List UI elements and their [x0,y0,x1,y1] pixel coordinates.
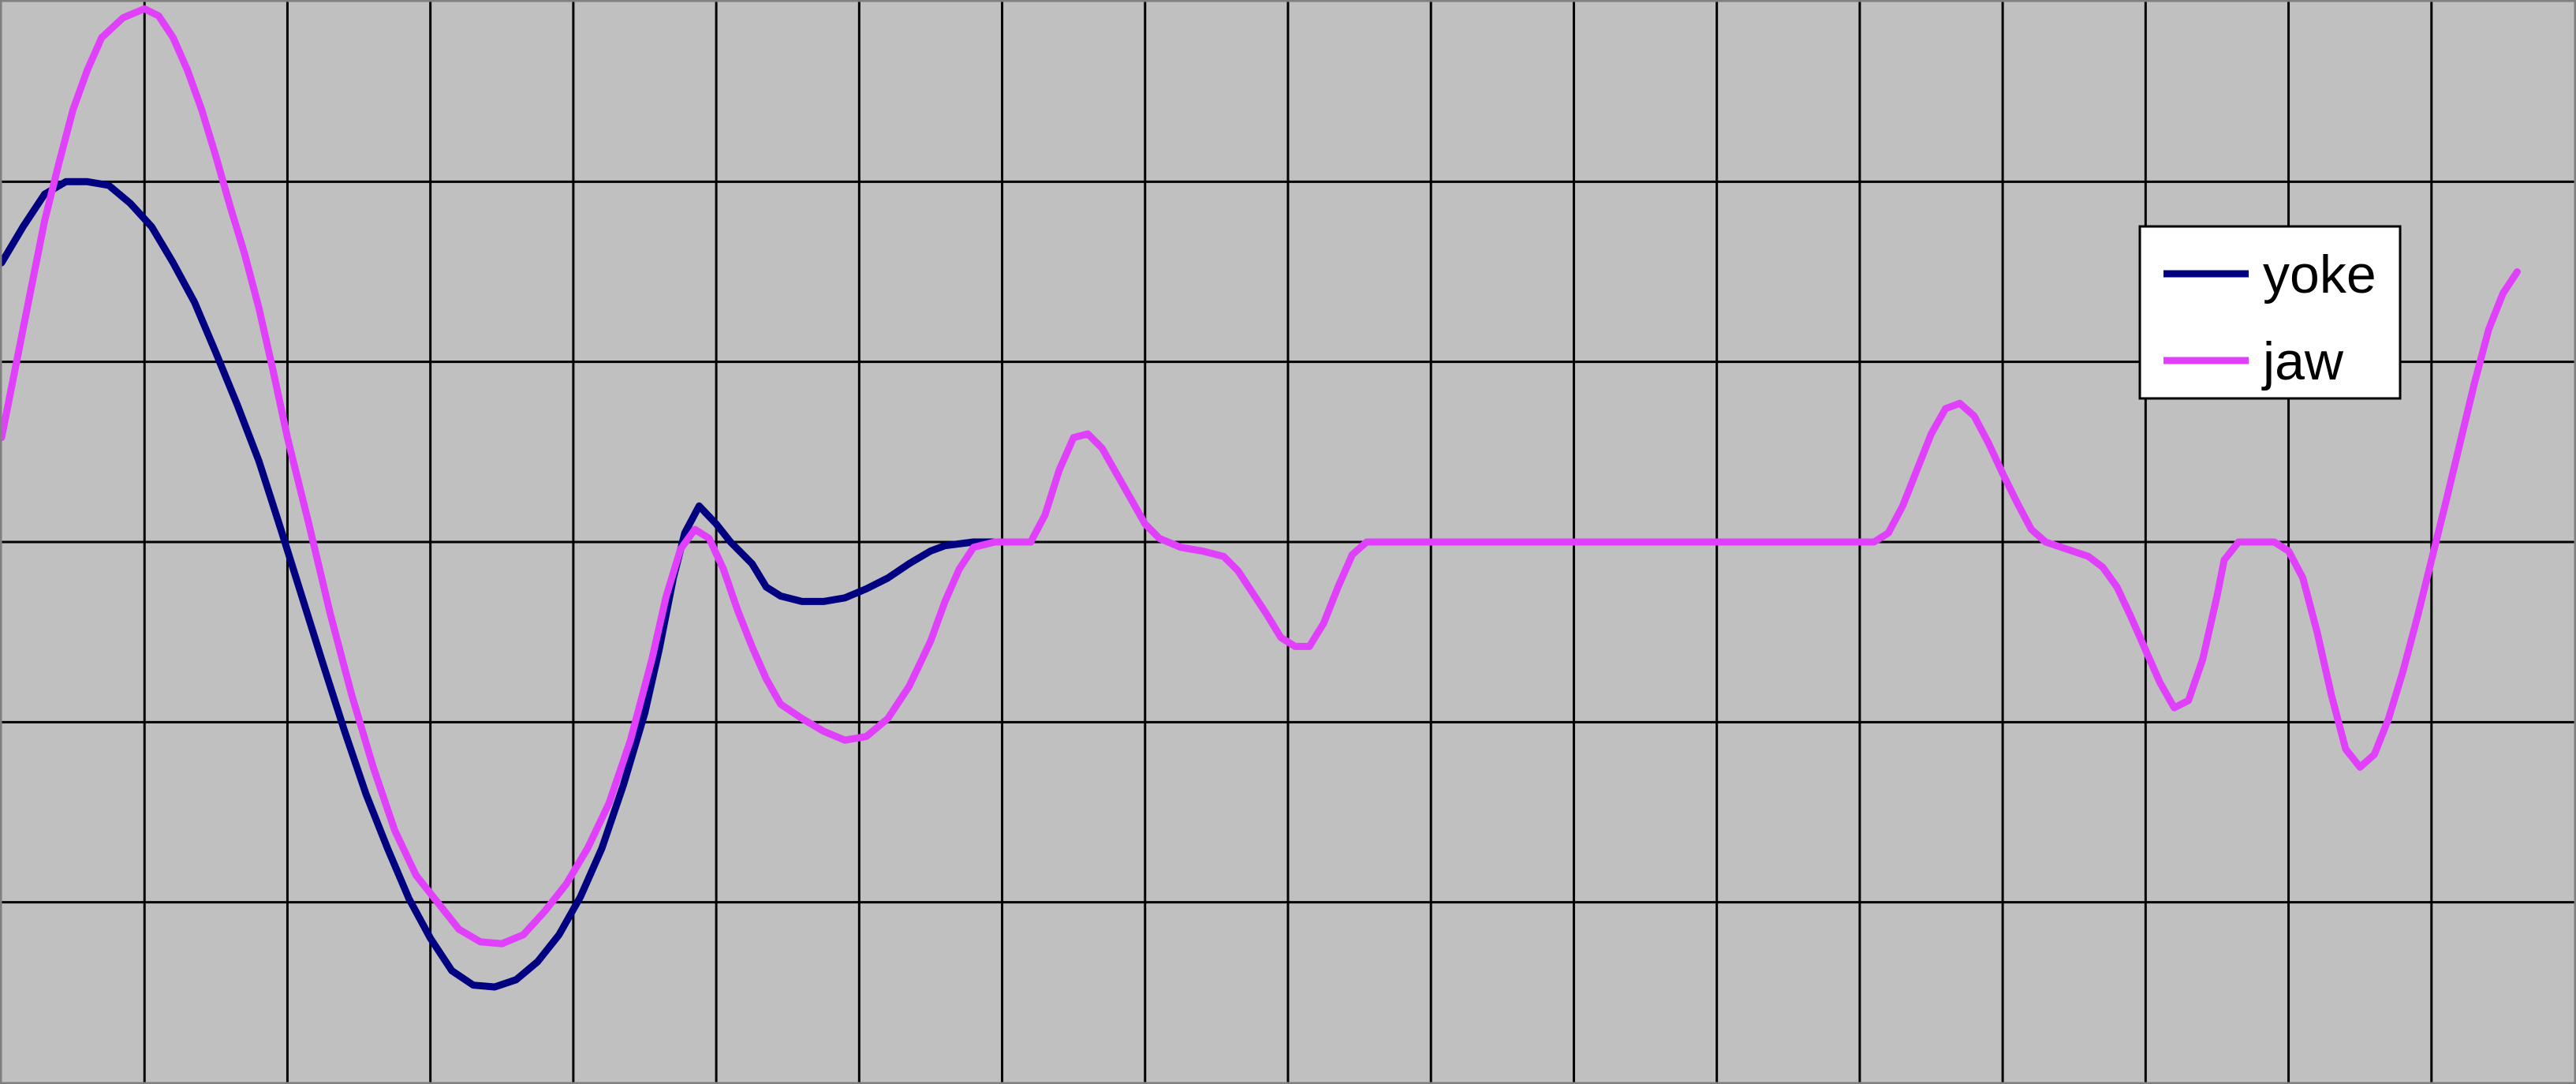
series-lines [0,5,2521,991]
series-line-yoke [0,178,1035,991]
legend-box [2138,225,2402,400]
legend-label-yoke: yoke [2263,245,2376,305]
series-line-jaw [0,5,2521,948]
legend: yoke jaw [2138,225,2402,400]
legend-label-jaw: jaw [2261,331,2344,391]
